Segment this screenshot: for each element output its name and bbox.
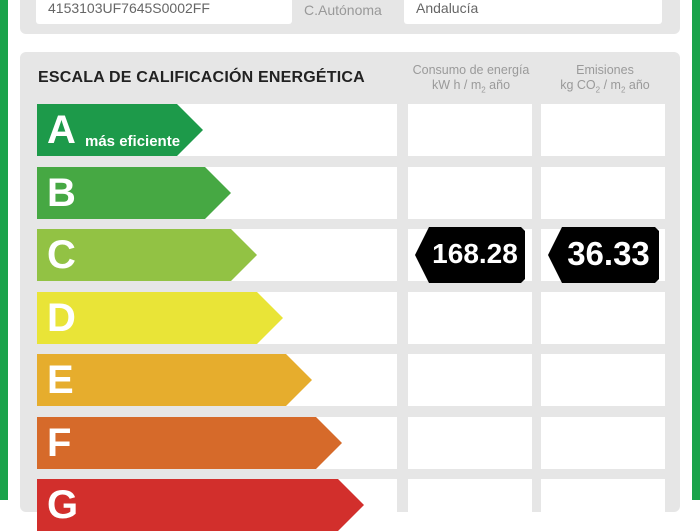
energy-header-tail: año — [485, 78, 511, 92]
energy-cell-d — [408, 291, 532, 344]
emissions-header-sub2: 2 — [620, 85, 626, 95]
energy-value-badge: 168.28 — [415, 227, 525, 283]
emissions-header-tail: año — [625, 78, 650, 92]
energy-header-sub: 2 — [481, 85, 486, 95]
rating-arrow-f: F — [37, 416, 342, 469]
region-value-field: Andalucía — [404, 0, 662, 24]
energy-value-badge-value: 168.28 — [432, 238, 518, 269]
energy-cell-e — [408, 354, 532, 406]
emissions-cell-f — [541, 416, 665, 469]
emissions-header-unit-b: / m — [600, 78, 621, 92]
rating-label-a: más eficiente — [85, 133, 181, 150]
rating-letter-d: D — [47, 295, 76, 340]
emissions-header-sub1: 2 — [595, 85, 601, 95]
left-border — [0, 0, 8, 500]
energy-cell-b — [408, 166, 532, 219]
emissions-cell-d — [541, 291, 665, 344]
scale-title: ESCALA DE CALIFICACIÓN ENERGÉTICA — [38, 69, 365, 86]
energy-cell-f — [408, 416, 532, 469]
emissions-cell-e — [541, 354, 665, 406]
rating-letter-g: G — [47, 483, 79, 527]
rating-arrow-shape-d — [37, 291, 283, 344]
emissions-value-badge-shape — [548, 227, 659, 283]
emissions-cell-a — [541, 104, 665, 156]
rating-arrow-shape-g — [37, 479, 364, 531]
rating-arrow-shape-f — [37, 416, 342, 469]
region-label: C.Autónoma — [304, 2, 382, 18]
energy-cell-a — [408, 104, 532, 156]
rating-arrow-d: D — [37, 291, 283, 344]
rating-arrow-g: G — [37, 479, 364, 531]
rating-arrow-shape-c — [37, 229, 257, 281]
energy-scale-panel: ESCALA DE CALIFICACIÓN ENERGÉTICA Consum… — [20, 52, 680, 531]
emissions-value-badge: 36.33 — [548, 227, 659, 283]
energy-header-unit: kW h / m — [431, 78, 482, 92]
energy-value-badge-shape — [415, 227, 525, 283]
emissions-header-line1: Emisiones — [576, 63, 634, 77]
energy-consumption-header: Consumo de energía kW h / m2 año — [406, 63, 536, 98]
emissions-cell-g — [541, 479, 665, 531]
energy-cell-g — [408, 479, 532, 531]
rating-letter-c: C — [47, 233, 76, 277]
rating-arrow-shape-e — [37, 354, 312, 406]
rating-arrow-b: B — [37, 166, 231, 219]
rating-arrow-e: E — [37, 354, 312, 406]
rating-letter-b: B — [47, 170, 76, 215]
rating-letter-e: E — [47, 358, 74, 402]
rating-letter-a: A — [47, 108, 76, 152]
emissions-cell-b — [541, 166, 665, 219]
rating-letter-f: F — [47, 420, 72, 465]
rating-arrow-shape-b — [37, 166, 231, 219]
property-info-panel: 4153103UF7645S0002FF C.Autónoma Andalucí… — [20, 0, 680, 34]
energy-header-line1: Consumo de energía — [412, 63, 530, 77]
right-border — [692, 0, 700, 500]
rating-arrow-shape-a — [37, 104, 203, 156]
emissions-header-unit-a: kg CO — [560, 78, 596, 92]
emissions-value-badge-value: 36.33 — [567, 235, 650, 272]
rating-arrow-c: C — [37, 229, 257, 281]
emissions-header: Emisiones kg CO2 / m2 año — [540, 63, 670, 98]
cadastral-reference-field: 4153103UF7645S0002FF — [36, 0, 292, 24]
